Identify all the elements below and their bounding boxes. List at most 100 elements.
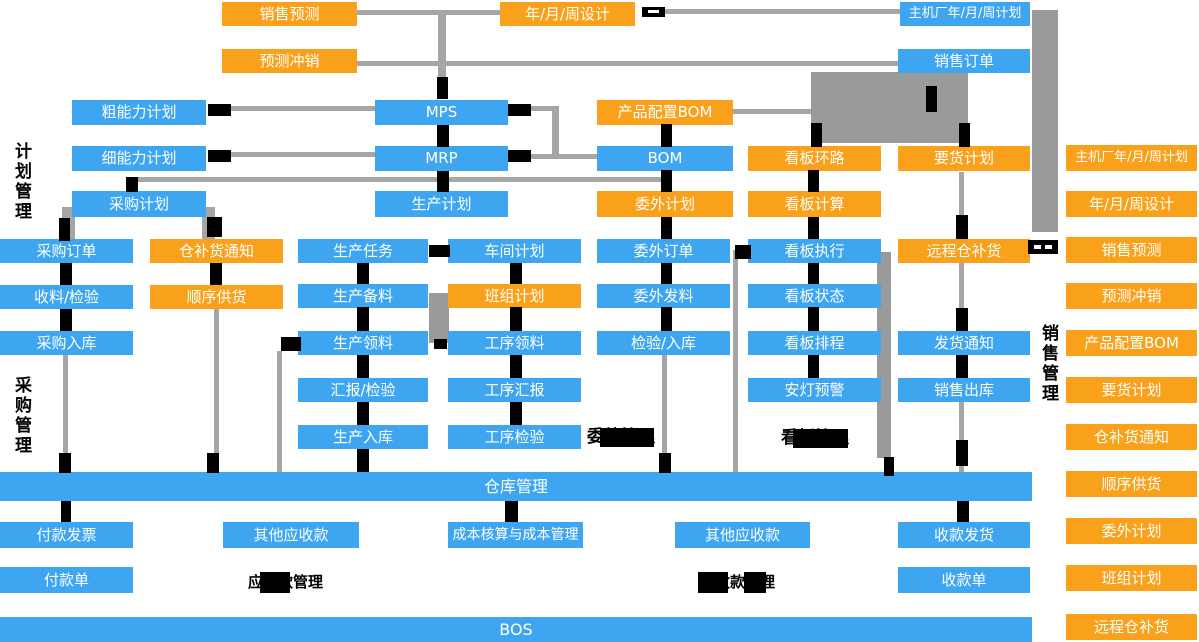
warehouse-management-bar: 仓库管理 <box>0 472 1032 501</box>
connector-bar <box>207 453 219 473</box>
receivables-management-label-redaction <box>744 572 766 593</box>
sidebar-sales-forecast: 销售预测 <box>1066 237 1197 263</box>
process-report: 工序汇报 <box>448 378 581 402</box>
purchase-instock: 采购入库 <box>0 331 133 355</box>
connector-bar <box>437 171 449 192</box>
warehouse-replenish-notice: 仓补货通知 <box>150 239 283 263</box>
mps: MPS <box>375 100 508 125</box>
connector-bar <box>808 170 819 192</box>
connector-bar <box>1028 240 1058 254</box>
purchase-order: 采购订单 <box>0 239 133 263</box>
sidebar-product-config-bom: 产品配置BOM <box>1066 330 1197 356</box>
sidebar-outsourcing-plan: 委外计划 <box>1066 518 1197 544</box>
sequence-supply: 顺序供货 <box>150 285 283 309</box>
connector-bar <box>661 263 672 284</box>
connector-line <box>63 355 68 458</box>
connector-bar <box>210 263 222 285</box>
sales-management-label: 销售管理 <box>1038 324 1058 404</box>
sidebar-remote-warehouse-replenish: 远程仓补货 <box>1066 614 1197 640</box>
team-plan: 班组计划 <box>448 284 581 308</box>
connector-bar <box>884 457 894 476</box>
connector-line <box>531 106 557 111</box>
connector-line <box>137 177 667 182</box>
connector-bar <box>956 215 968 239</box>
sales-forecast-top: 销售预测 <box>222 2 357 26</box>
connector-bar <box>437 77 448 99</box>
payment-invoice: 付款发票 <box>0 522 133 548</box>
connector-line <box>662 355 667 457</box>
connector-bar <box>429 245 450 257</box>
other-receivables-left: 其他应收款 <box>223 522 359 548</box>
kanban-execute: 看板执行 <box>748 239 881 263</box>
purchase-management-label: 采购管理 <box>11 376 31 456</box>
connector-bar <box>510 402 522 425</box>
connector-line <box>531 154 597 159</box>
connector-bar <box>661 307 672 331</box>
connector-line <box>230 106 375 111</box>
connector-bar <box>956 308 968 331</box>
connector-bar <box>735 245 751 259</box>
kanban-schedule: 看板排程 <box>748 331 881 355</box>
connector-block <box>811 72 968 143</box>
receipt-slip: 收款单 <box>898 567 1030 593</box>
oem-year-month-week-plan-top: 主机厂年/月/周计划 <box>900 2 1030 26</box>
connector-line <box>959 262 964 310</box>
plan-management-label: 计划管理 <box>11 142 31 222</box>
kanban-loop: 看板环路 <box>748 146 881 171</box>
outsourcing-plan: 委外计划 <box>597 191 733 217</box>
fine-capacity-plan: 细能力计划 <box>72 146 206 171</box>
sidebar-warehouse-replenish-notice: 仓补货通知 <box>1066 424 1197 450</box>
connector-bar <box>508 150 531 162</box>
process-issue: 工序领料 <box>448 331 581 355</box>
sales-outstock: 销售出库 <box>898 378 1030 402</box>
forecast-writeoff-top: 预测冲销 <box>222 49 357 73</box>
receipt-shipment: 收款发货 <box>898 522 1030 548</box>
sidebar-sequence-supply: 顺序供货 <box>1066 471 1197 497</box>
production-instock: 生产入库 <box>298 425 428 449</box>
kanban-status: 看板状态 <box>748 284 881 308</box>
production-task: 生产任务 <box>298 239 428 263</box>
connector-line <box>230 152 375 157</box>
kanban-management-label-redaction <box>793 429 848 448</box>
connector-bar <box>959 123 970 147</box>
connector-line <box>357 61 898 66</box>
connector-block <box>429 293 449 343</box>
connector-bar <box>956 440 968 466</box>
process-inspect: 工序检验 <box>448 425 581 449</box>
remote-warehouse-replenish: 远程仓补货 <box>898 239 1030 263</box>
connector-line <box>959 402 964 472</box>
connector-line <box>214 309 219 457</box>
connector-bar <box>61 501 71 522</box>
connector-bar <box>207 217 222 237</box>
sidebar-forecast-writeoff: 预测冲销 <box>1066 283 1197 309</box>
connector-bar <box>661 170 672 192</box>
connector-block <box>877 252 891 458</box>
receivables-management-label-redaction <box>698 572 728 593</box>
connector-bar <box>661 124 672 147</box>
connector-line <box>277 351 282 472</box>
connector-bar <box>208 150 231 162</box>
connector-bar <box>510 355 522 378</box>
connector-dash <box>648 10 659 13</box>
connector-line <box>733 109 811 114</box>
production-plan: 生产计划 <box>375 191 508 217</box>
cost-accounting: 成本核算与成本管理 <box>448 522 583 548</box>
payables-management-label-redaction <box>260 572 290 593</box>
connector-bar <box>357 402 369 425</box>
report-inspect: 汇报/检验 <box>298 378 428 402</box>
connector-block <box>1032 10 1058 232</box>
sidebar-delivery-plan: 要货计划 <box>1066 377 1197 403</box>
connector-bar <box>811 123 822 147</box>
connector-bar <box>208 104 231 116</box>
connector-line <box>552 106 559 159</box>
connector-line <box>733 250 738 472</box>
connector-bar <box>808 217 819 239</box>
connector-bar <box>281 337 301 351</box>
connector-bar <box>60 263 72 285</box>
outsourcing-issue: 委外发料 <box>597 284 730 308</box>
connector-bar <box>957 501 969 522</box>
sidebar-team-plan: 班组计划 <box>1066 565 1197 591</box>
connector-bar <box>437 125 449 147</box>
connector-bar <box>808 307 819 331</box>
